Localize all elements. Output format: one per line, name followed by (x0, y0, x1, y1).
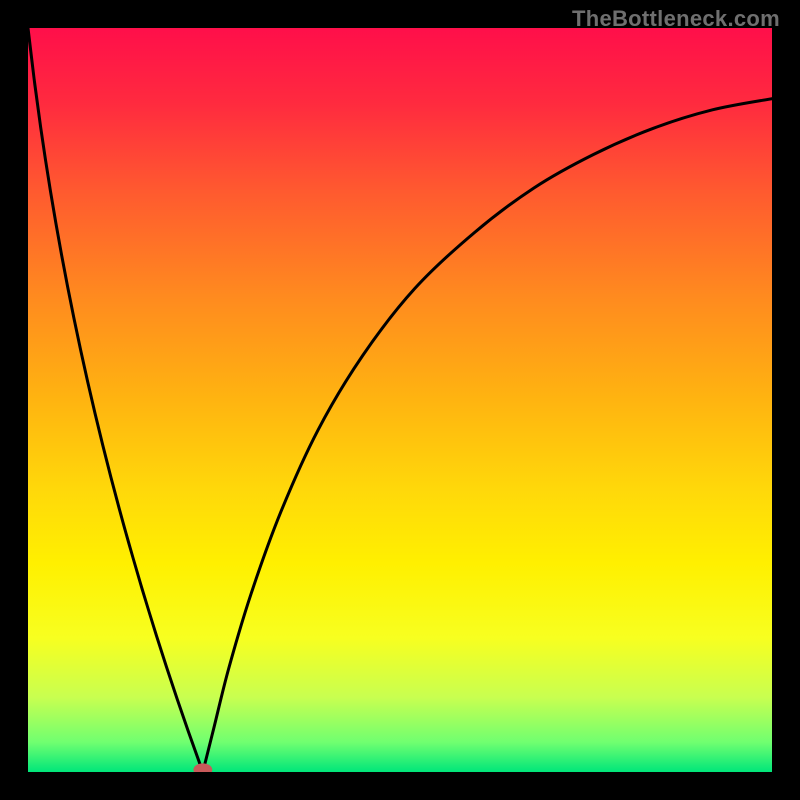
plot-area (28, 28, 772, 772)
chart-frame: TheBottleneck.com (0, 0, 800, 800)
watermark-text: TheBottleneck.com (572, 6, 780, 32)
curve-layer (28, 28, 772, 772)
bottleneck-curve-right (203, 99, 772, 772)
vertex-marker (194, 764, 212, 772)
bottleneck-curve-left (28, 28, 203, 772)
